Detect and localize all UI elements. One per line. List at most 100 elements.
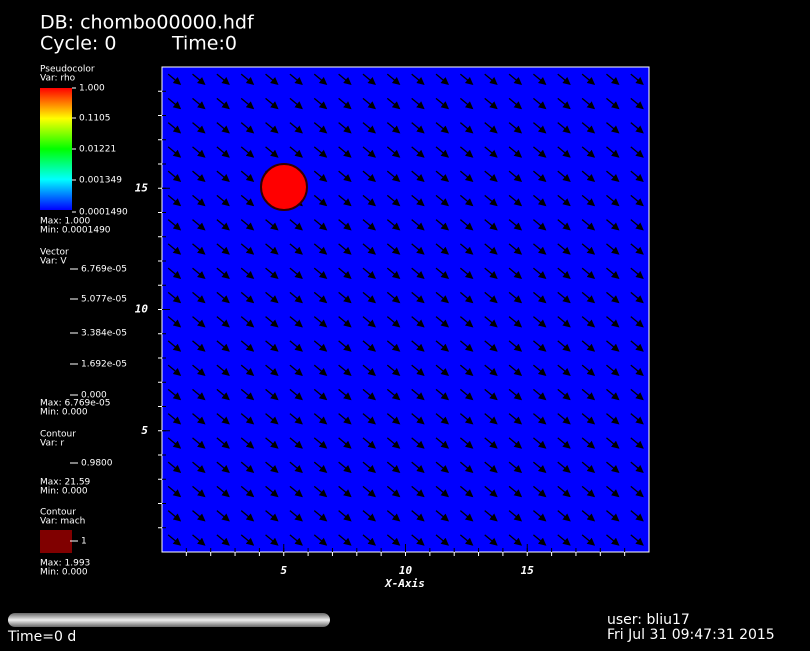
vector-arrow — [265, 461, 279, 473]
vector-arrow — [459, 219, 474, 231]
legend-max: Max: 1.000 — [40, 217, 91, 227]
vector-arrow — [459, 146, 474, 158]
vector-arrow — [362, 364, 376, 376]
x-tick-label: 10 — [399, 564, 413, 577]
vector-arrow — [289, 291, 303, 304]
vector-arrow — [435, 461, 450, 473]
vector-arrow — [240, 146, 255, 158]
vector-arrow — [313, 97, 328, 110]
vector-arrow — [606, 485, 620, 498]
vector-arrow — [240, 122, 255, 134]
vector-arrow — [606, 316, 620, 328]
vector-arrow — [216, 340, 230, 352]
y-tick-label: 5 — [141, 424, 148, 437]
vector-arrow — [459, 122, 474, 134]
vector-arrow — [557, 461, 571, 473]
legend-label: 0.1105 — [79, 114, 111, 124]
vector-arrow — [192, 388, 206, 401]
legend-max: Max: 21.59 — [40, 478, 91, 488]
vector-arrow — [508, 340, 523, 352]
vector-arrow — [216, 243, 230, 255]
vector-arrow — [362, 461, 376, 473]
vector-arrow — [362, 243, 376, 255]
vector-arrow — [459, 267, 474, 279]
vector-arrow — [362, 122, 376, 134]
vector-arrow — [386, 73, 401, 85]
vector-arrow — [630, 316, 644, 328]
vector-arrow — [484, 73, 498, 85]
vector-arrow — [459, 510, 474, 522]
vector-arrow — [484, 170, 498, 182]
legend-label: 0.000 — [81, 391, 107, 401]
vector-arrow — [508, 437, 523, 449]
contour-region — [260, 163, 308, 211]
vector-arrow — [240, 316, 255, 328]
vector-arrow — [630, 194, 644, 207]
x-axis-label: X-Axis — [384, 577, 425, 590]
vector-arrow — [386, 316, 401, 328]
vector-arrow — [338, 510, 352, 522]
vector-arrow — [362, 170, 376, 182]
vector-arrow — [362, 388, 376, 401]
vector-arrow — [533, 388, 547, 401]
vector-arrow — [459, 97, 474, 110]
vector-arrow — [459, 340, 474, 352]
time-slider[interactable] — [8, 613, 330, 627]
legend-min: Min: 0.000 — [40, 408, 88, 418]
vector-arrow — [386, 170, 401, 182]
vector-arrow — [216, 291, 230, 304]
vector-arrow — [240, 243, 255, 255]
vector-arrow — [289, 437, 303, 449]
vector-arrow — [240, 194, 255, 207]
vector-arrow — [338, 461, 352, 473]
user: user: bliu17 — [607, 612, 690, 628]
cycle: Cycle: 0 — [40, 33, 116, 55]
vector-arrow — [338, 364, 352, 376]
vector-arrow — [435, 437, 450, 449]
vector-arrow — [557, 413, 571, 425]
vector-arrow — [216, 413, 230, 425]
vector-arrow — [216, 73, 230, 85]
vector-arrow — [167, 122, 182, 134]
legend-plot: Vector — [40, 248, 69, 258]
vector-arrow — [606, 170, 620, 182]
vector-arrow — [508, 73, 523, 85]
vector-arrow — [484, 291, 498, 304]
legend-label: 0.9800 — [81, 459, 113, 469]
vector-arrow — [533, 485, 547, 498]
vector-arrow — [192, 73, 206, 85]
y-tick-label: 15 — [135, 181, 149, 194]
vector-arrow — [411, 461, 425, 473]
legend-label: 0.01221 — [79, 145, 116, 155]
vector-arrow — [313, 485, 328, 498]
vector-arrow — [435, 291, 450, 304]
vector-arrow — [606, 243, 620, 255]
vector-arrow — [192, 194, 206, 207]
contour-swatch — [40, 530, 72, 553]
vector-arrow — [630, 388, 644, 401]
vector-arrow — [386, 267, 401, 279]
vector-arrow — [581, 267, 596, 279]
vector-arrow — [386, 194, 401, 207]
vector-arrow — [216, 219, 230, 231]
vector-arrow — [606, 534, 620, 546]
vector-arrow — [313, 437, 328, 449]
vector-arrow — [606, 461, 620, 473]
vector-arrow — [508, 534, 523, 546]
vector-arrow — [265, 73, 279, 85]
vector-arrow — [411, 413, 425, 425]
vector-arrow — [265, 243, 279, 255]
vector-arrow — [313, 534, 328, 546]
vector-arrow — [557, 194, 571, 207]
vector-arrow — [630, 170, 644, 182]
vector-arrow — [289, 267, 303, 279]
legend-max: Max: 6.769e-05 — [40, 399, 111, 409]
vector-arrow — [411, 219, 425, 231]
vector-arrow — [606, 364, 620, 376]
vector-arrow — [265, 485, 279, 498]
vector-arrow — [313, 340, 328, 352]
legend-var: Var: r — [40, 439, 64, 449]
vector-arrow — [484, 122, 498, 134]
vector-arrow — [411, 122, 425, 134]
